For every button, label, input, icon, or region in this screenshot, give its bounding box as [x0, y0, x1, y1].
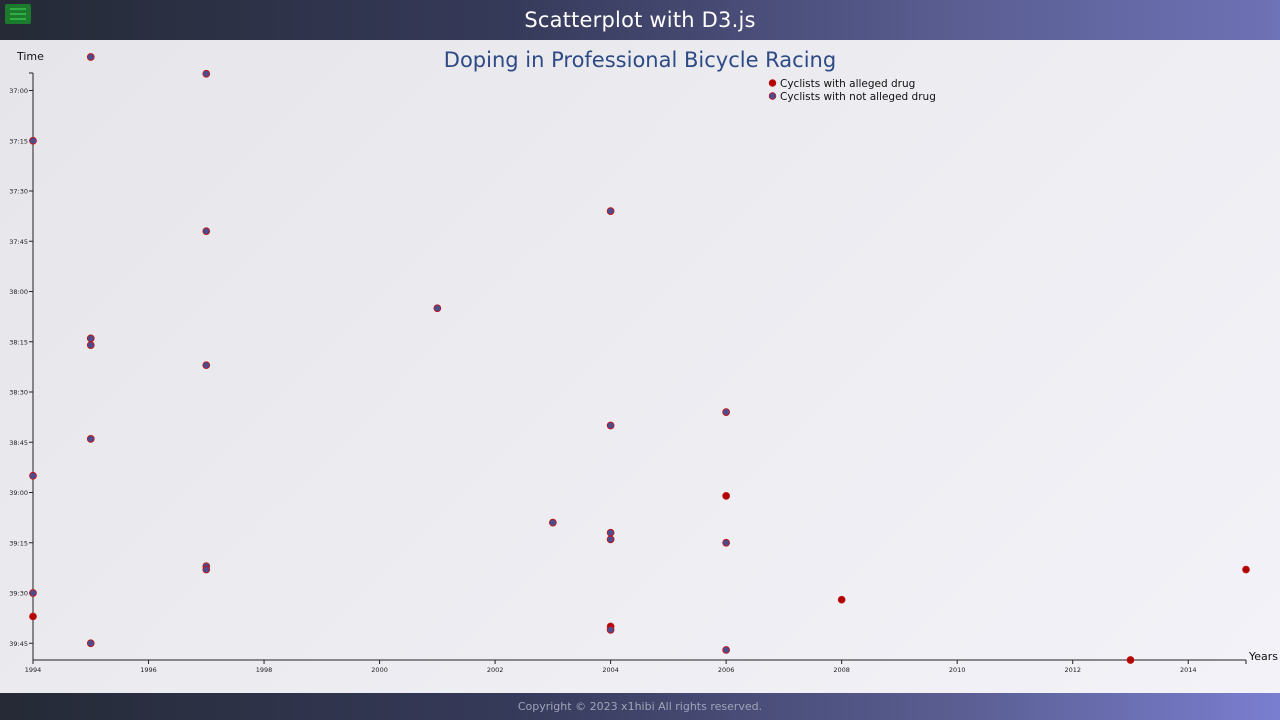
hamburger-icon[interactable]	[5, 4, 31, 24]
data-point[interactable]	[29, 136, 37, 145]
scatterplot-chart: Doping in Professional Bicycle Racing Ti…	[9, 48, 1278, 674]
x-tick-label: 2010	[949, 666, 966, 674]
x-tick-label: 2006	[718, 666, 735, 674]
data-point[interactable]	[202, 361, 211, 370]
legend-marker-clean	[768, 92, 777, 100]
data-point[interactable]	[29, 589, 37, 597]
data-point[interactable]	[86, 53, 95, 61]
data-point[interactable]	[722, 538, 730, 547]
data-point[interactable]	[86, 334, 95, 343]
y-axis-label: Time	[16, 50, 44, 63]
y-tick-label: 39:45	[9, 640, 28, 648]
x-tick-label: 2012	[1064, 666, 1081, 674]
app-header: Scatterplot with D3.js	[0, 0, 1280, 40]
y-tick-label: 37:45	[9, 238, 28, 246]
x-tick-label: 1996	[140, 666, 157, 674]
y-tick-label: 37:00	[9, 87, 28, 95]
data-point[interactable]	[837, 595, 846, 604]
data-point[interactable]	[606, 535, 615, 544]
data-point[interactable]	[202, 227, 211, 236]
data-point[interactable]	[86, 341, 95, 349]
y-tick-label: 39:00	[9, 489, 28, 497]
data-point[interactable]	[722, 408, 730, 416]
x-tick-label: 2014	[1180, 666, 1197, 674]
y-tick-label: 38:45	[9, 439, 28, 447]
axes: 1994 1996 1998 2000 2002 2004 2006 2008 2010 2012…	[9, 72, 1247, 674]
data-point[interactable]	[1126, 656, 1135, 664]
x-axis-label: Years	[1248, 650, 1278, 663]
y-tick-label: 38:00	[9, 288, 28, 296]
data-point[interactable]	[606, 625, 615, 634]
data-points	[29, 53, 1250, 664]
data-point[interactable]	[86, 639, 95, 648]
y-tick-label: 37:30	[9, 188, 28, 196]
data-point[interactable]	[86, 435, 95, 443]
legend-label-clean: Cyclists with not alleged drug	[780, 91, 936, 103]
data-point[interactable]	[202, 69, 211, 78]
y-tick-label: 38:15	[9, 338, 28, 346]
page-title: Scatterplot with D3.js	[524, 8, 756, 32]
data-point[interactable]	[1242, 565, 1250, 574]
x-tick-label: 2002	[487, 666, 504, 674]
chart-area: Doping in Professional Bicycle Racing Ti…	[0, 40, 1280, 693]
chart-title: Doping in Professional Bicycle Racing	[444, 48, 836, 72]
data-point[interactable]	[722, 646, 730, 654]
legend-label-doping: Cyclists with alleged drug	[780, 78, 915, 90]
data-point[interactable]	[606, 421, 615, 430]
y-tick-label: 39:15	[9, 539, 28, 547]
data-point[interactable]	[202, 565, 211, 574]
x-tick-label: 1994	[25, 666, 42, 674]
data-point[interactable]	[722, 492, 730, 500]
x-tick-label: 2000	[371, 666, 388, 674]
data-point[interactable]	[29, 612, 37, 621]
footer: Copyright © 2023 x1hibi All rights reser…	[0, 693, 1280, 720]
y-tick-label: 38:30	[9, 389, 28, 397]
x-tick-label: 2004	[602, 666, 619, 674]
data-point[interactable]	[549, 518, 557, 527]
data-point[interactable]	[29, 471, 37, 480]
y-tick-label: 39:30	[9, 590, 28, 598]
x-tick-label: 1998	[256, 666, 273, 674]
data-point[interactable]	[606, 528, 615, 537]
copyright-text: Copyright © 2023 x1hibi All rights reser…	[517, 700, 763, 713]
legend-marker-doping	[768, 79, 777, 87]
y-tick-label: 37:15	[9, 137, 28, 145]
data-point[interactable]	[606, 207, 615, 215]
data-point[interactable]	[433, 304, 442, 313]
x-tick-label: 2008	[833, 666, 850, 674]
